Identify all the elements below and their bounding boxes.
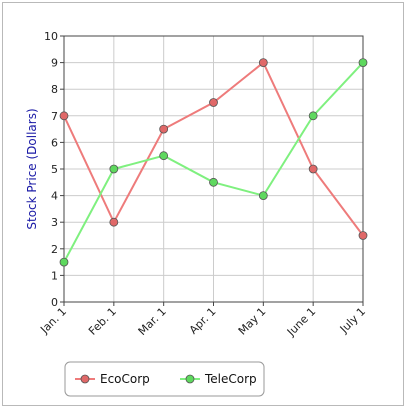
- legend: EcoCorp TeleCorp: [64, 361, 265, 397]
- ecocorp-point: [358, 231, 368, 240]
- y-axis: 0 1 2 3 4 5 6 7 8 9 10: [44, 30, 64, 309]
- y-tick-label: 10: [44, 30, 58, 43]
- y-axis-title: Stock Price (Dollars): [25, 108, 39, 229]
- y-tick-label: 9: [51, 57, 58, 70]
- telecorp-point: [209, 177, 218, 187]
- y-tick-label: 5: [51, 163, 58, 176]
- x-tick-label: June 1: [284, 305, 318, 339]
- ecocorp-point: [109, 217, 119, 227]
- y-tick-label: 2: [51, 243, 58, 256]
- series-group: [59, 58, 368, 267]
- y-tick-label: 4: [51, 190, 58, 203]
- ecocorp-point: [59, 111, 69, 121]
- telecorp-point: [358, 58, 368, 67]
- telecorp-point: [159, 151, 169, 161]
- chart-frame: [2, 2, 404, 406]
- ecocorp-legend-marker: [80, 374, 90, 384]
- y-tick-label: 7: [51, 110, 58, 123]
- telecorp-point: [308, 111, 318, 121]
- x-tick-label: July 1: [337, 305, 368, 336]
- ecocorp-point: [308, 164, 318, 174]
- ecocorp-legend-label: EcoCorp: [100, 372, 150, 386]
- telecorp-point: [258, 191, 268, 201]
- telecorp-point: [109, 164, 119, 174]
- telecorp-point: [59, 257, 69, 267]
- y-tick-label: 3: [51, 216, 58, 229]
- x-tick-label: Feb. 1: [86, 305, 119, 338]
- grid-lines: [63, 35, 364, 303]
- ecocorp-point: [258, 58, 268, 67]
- y-tick-label: 1: [51, 269, 58, 282]
- x-tick-label: Apr. 1: [187, 305, 219, 337]
- y-tick-label: 0: [51, 296, 58, 309]
- x-tick-label: Jan. 1: [37, 305, 69, 337]
- ecocorp-point: [159, 124, 169, 134]
- telecorp-legend-label: TeleCorp: [204, 372, 257, 386]
- x-axis: Jan. 1 Feb. 1 Mar. 1 Apr. 1 May 1 June 1 July …: [37, 302, 368, 339]
- legend-box: [64, 361, 265, 397]
- x-tick-label: May 1: [236, 305, 269, 338]
- telecorp-legend-marker: [185, 374, 195, 384]
- y-tick-label: 8: [51, 83, 58, 96]
- ecocorp-point: [209, 98, 218, 107]
- y-tick-label: 6: [51, 136, 58, 149]
- x-tick-label: Mar. 1: [136, 305, 169, 338]
